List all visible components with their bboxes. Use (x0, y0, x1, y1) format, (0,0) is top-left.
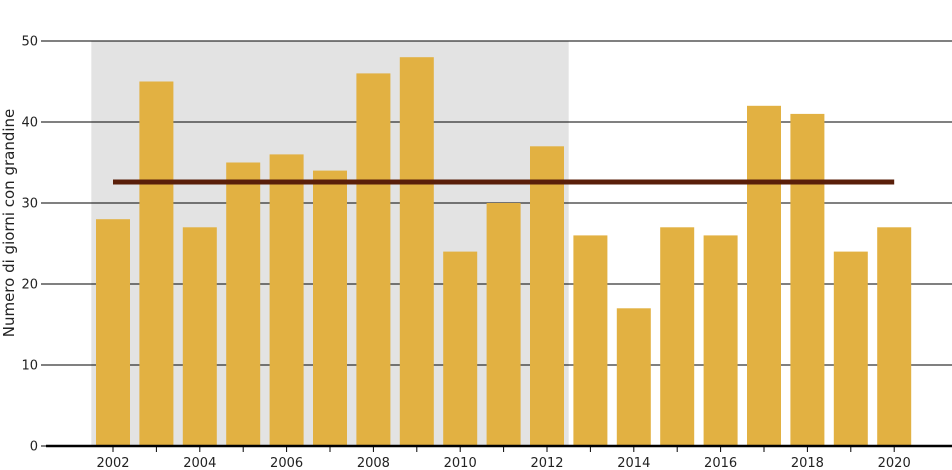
x-tick-label-2012: 2012 (530, 456, 563, 470)
bar-2016 (703, 235, 738, 446)
bar-2007 (313, 170, 347, 446)
bar-2002 (96, 219, 130, 446)
bar-2020 (877, 227, 912, 446)
y-tick-label-10: 10 (21, 359, 38, 374)
bar-2015 (660, 227, 695, 446)
y-tick-label-30: 30 (21, 197, 38, 212)
y-tick-label-0: 0 (30, 440, 38, 455)
bar-2013 (573, 235, 608, 446)
y-tick-label-40: 40 (21, 116, 38, 131)
bar-2003 (139, 81, 174, 446)
bar-2010 (443, 251, 478, 446)
bar-2009 (399, 57, 434, 446)
x-tick-label-2018: 2018 (791, 456, 824, 470)
bar-2008 (356, 73, 391, 447)
x-tick-label-2004: 2004 (183, 456, 216, 470)
bar-2014 (616, 308, 651, 446)
x-tick-label-2016: 2016 (704, 456, 737, 470)
y-tick-label-50: 50 (21, 35, 38, 50)
x-tick-label-2002: 2002 (96, 456, 129, 470)
y-axis-label: Numero di giorni con grandine (0, 109, 18, 338)
bar-2017 (747, 105, 781, 447)
bar-2011 (486, 203, 521, 446)
x-tick-label-2014: 2014 (617, 456, 650, 470)
bar-2005 (226, 162, 261, 446)
x-tick-label-2010: 2010 (444, 456, 477, 470)
bar-2006 (269, 154, 304, 446)
bar-2019 (833, 251, 868, 446)
bar-2018 (790, 113, 825, 447)
bar-2012 (530, 146, 564, 447)
x-tick-label-2008: 2008 (357, 456, 390, 470)
x-tick-label-2020: 2020 (878, 456, 911, 470)
bar-2004 (182, 227, 217, 446)
x-tick-label-2006: 2006 (270, 456, 303, 470)
y-tick-label-20: 20 (21, 278, 38, 293)
